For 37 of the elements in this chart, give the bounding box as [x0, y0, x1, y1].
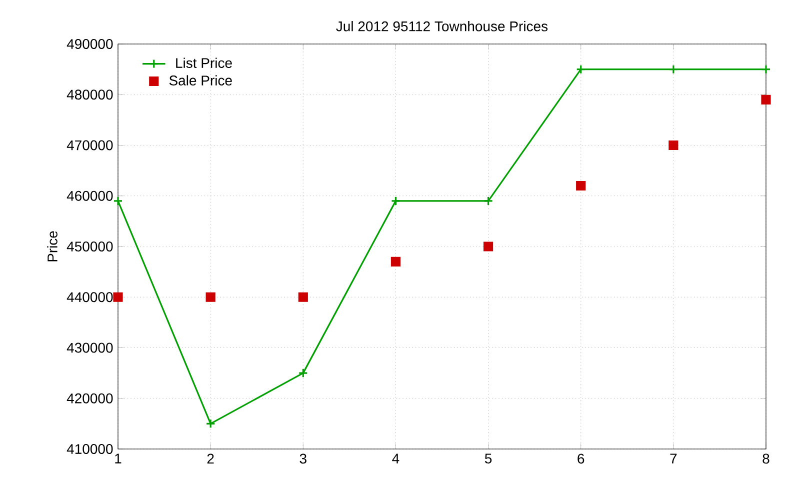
x-tick-label: 4 [392, 454, 400, 464]
legend-label: List Price [176, 58, 232, 68]
point [483, 242, 494, 252]
x-tick-label: 8 [762, 454, 770, 464]
y-tick-label: 430000 [66, 342, 113, 353]
x-tick-label: 7 [670, 454, 677, 464]
point [761, 94, 771, 104]
point [113, 292, 123, 302]
point [298, 292, 308, 302]
point [668, 64, 678, 74]
x-tick-label: 5 [484, 454, 492, 464]
y-tick-label: 420000 [66, 393, 113, 404]
x-tick-label: 2 [207, 454, 214, 464]
chart-title: Jul 2012 95112 Townhouse Prices [336, 21, 548, 32]
y-tick-label: 460000 [66, 190, 113, 201]
point [576, 64, 586, 74]
point [206, 292, 216, 302]
point [390, 256, 401, 266]
point [483, 196, 494, 206]
y-tick-label: 490000 [66, 39, 113, 49]
y-tick-label: 410000 [66, 444, 113, 454]
x-tick-label: 6 [578, 454, 584, 464]
point [390, 196, 401, 206]
x-tick-label: 3 [300, 454, 306, 464]
y-tick-label: 480000 [66, 90, 113, 100]
y-axis-title: Price [47, 231, 58, 262]
point [113, 196, 123, 206]
point [761, 64, 771, 74]
point [298, 368, 308, 378]
point [206, 418, 216, 428]
point [576, 180, 586, 191]
y-tick-label: 470000 [66, 140, 113, 150]
x-tick-label: 1 [115, 454, 122, 464]
legend-label: Sale Price [169, 75, 232, 86]
y-tick-label: 450000 [66, 242, 113, 252]
y-tick-label: 440000 [66, 292, 113, 302]
point [668, 140, 678, 150]
